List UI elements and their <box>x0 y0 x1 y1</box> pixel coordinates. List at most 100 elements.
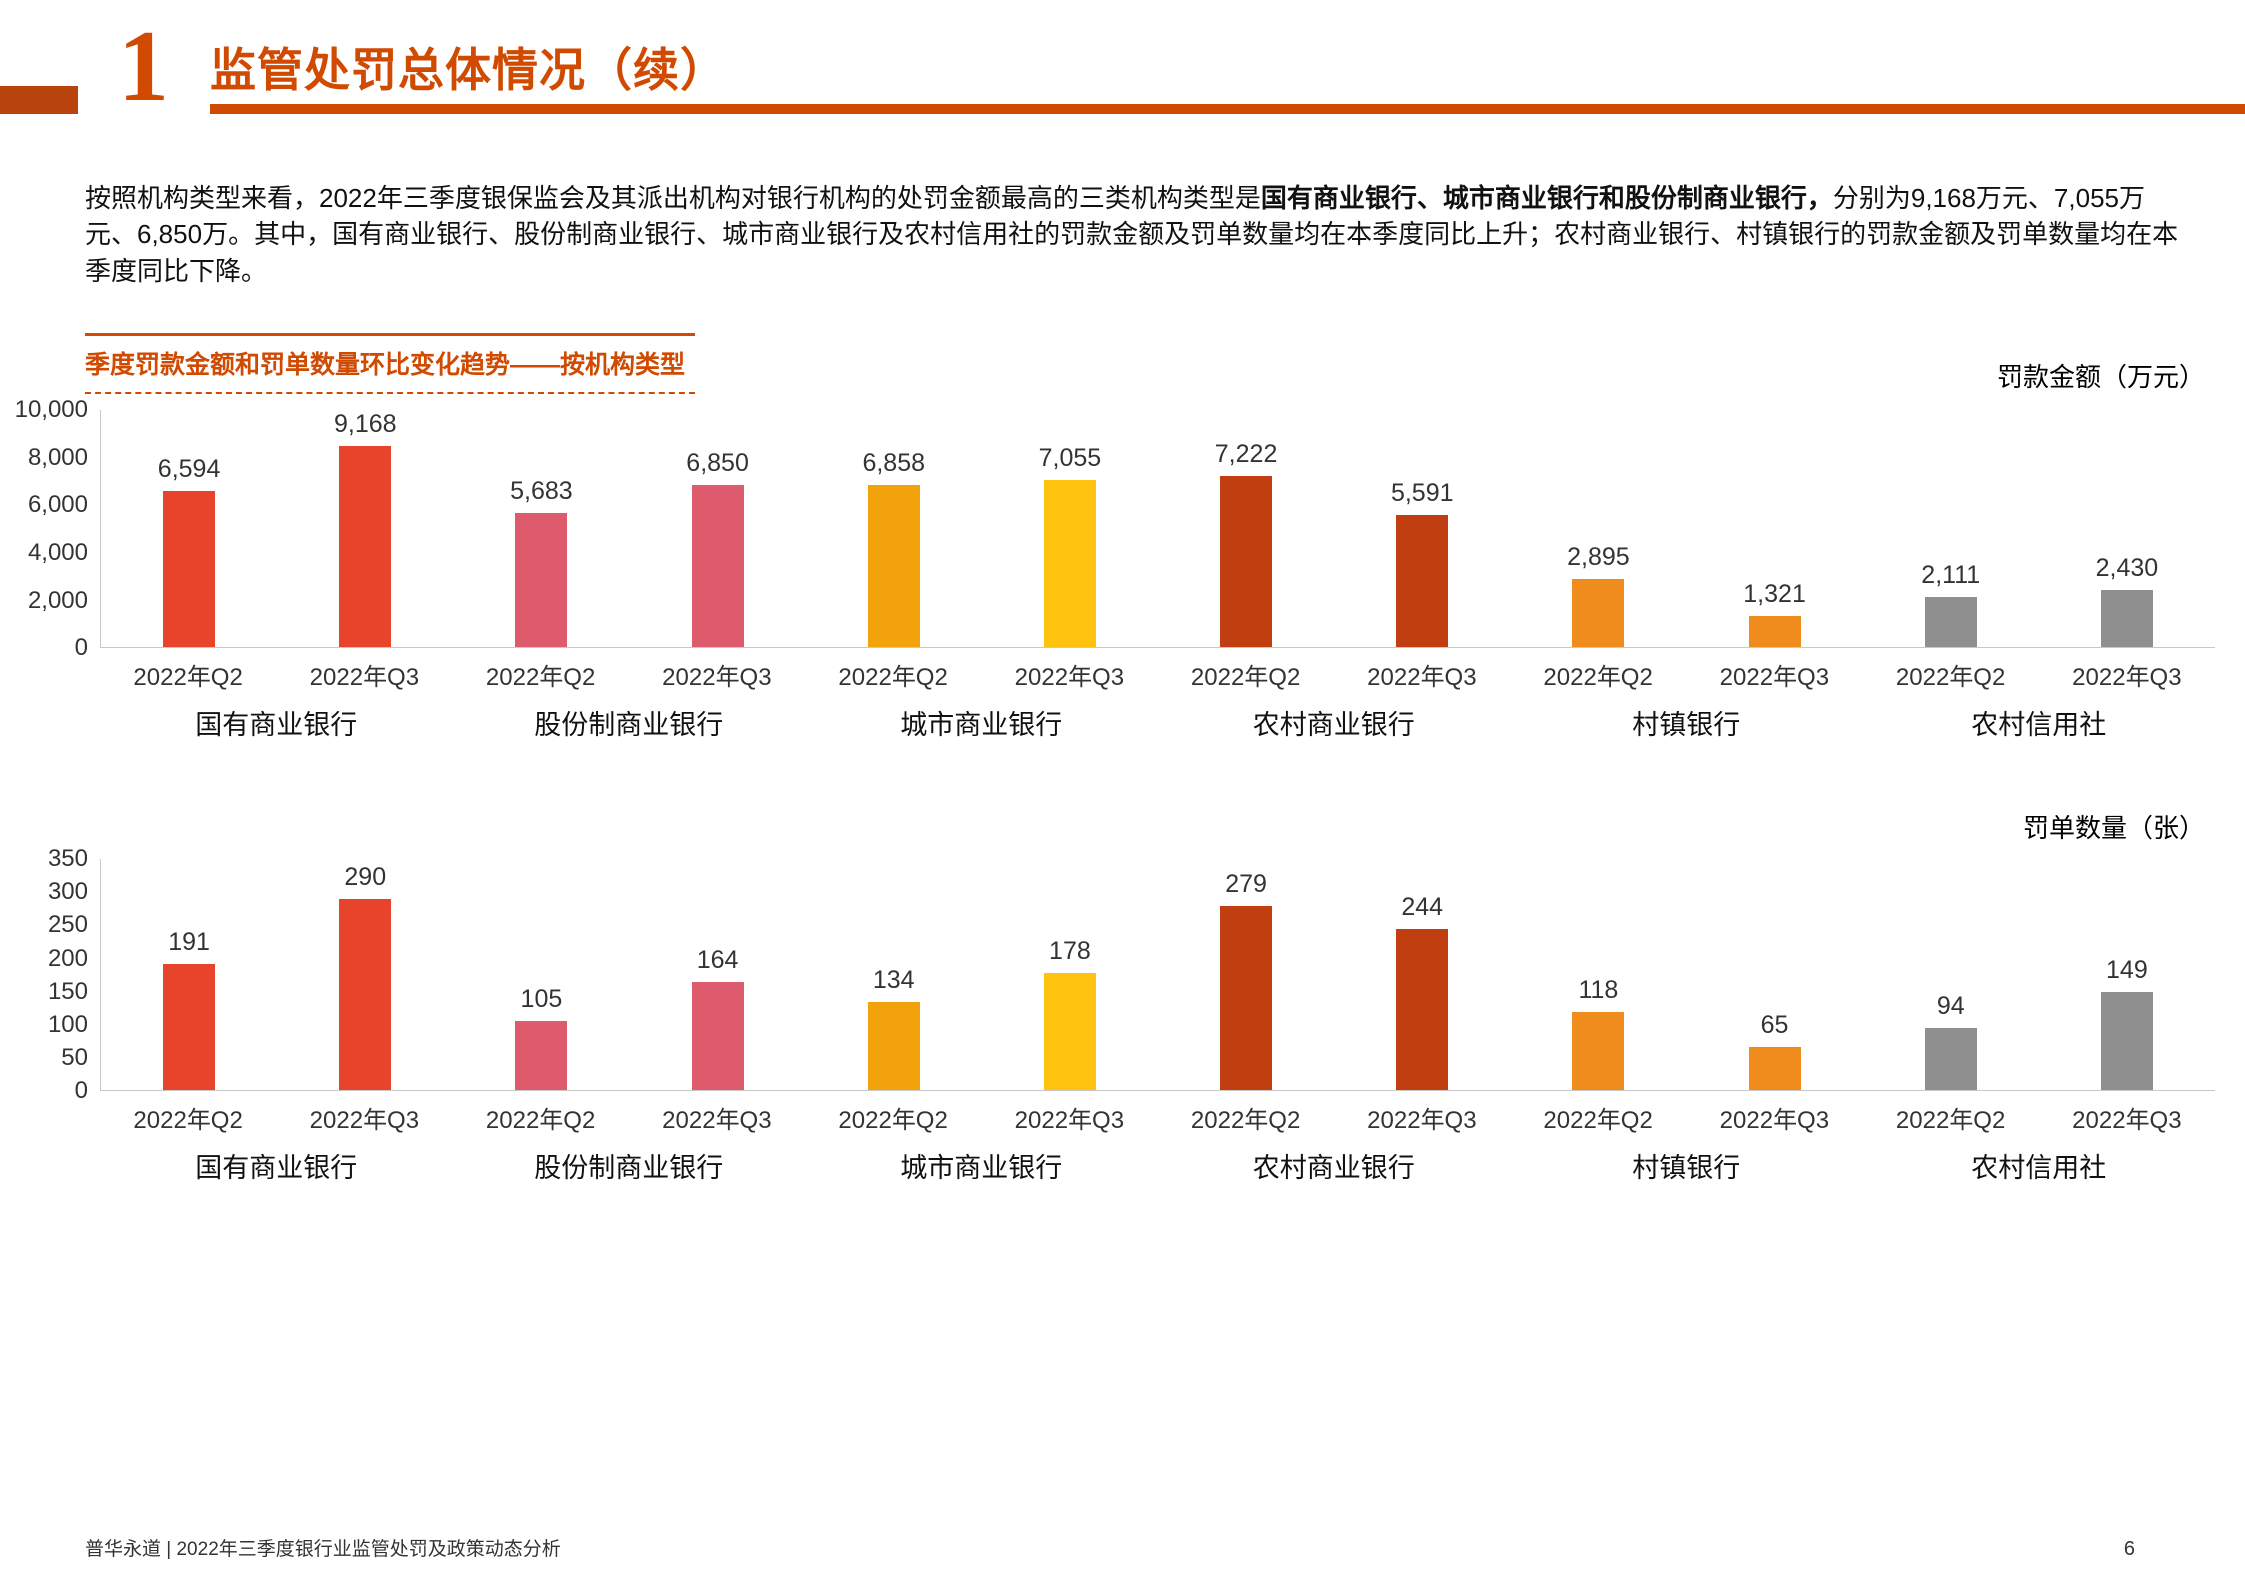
y-axis: 0 50 100 150 200 250 300 350 <box>20 845 100 1104</box>
bar-cell: 149 <box>2039 859 2215 1091</box>
bar-group: 6,594 9,168 <box>101 410 453 648</box>
x-tick-label: 2022年Q2 <box>1895 1107 2006 1135</box>
bar-value-label: 164 <box>696 945 739 974</box>
x-tick-label: 2022年Q2 <box>1190 664 1301 692</box>
x-label-group: 2022年Q2 2022年Q3 <box>100 1100 453 1135</box>
bar <box>1748 1047 1801 1091</box>
plot-area: 6,594 9,168 5,683 6,850 6,858 7,055 7,222 5,591… <box>100 410 2215 649</box>
x-tick-label: 2022年Q3 <box>1367 1107 1477 1135</box>
section-row: 季度罚款金额和罚单数量环比变化趋势——按机构类型 罚款金额（万元） <box>85 333 2205 395</box>
x-tick-label: 2022年Q2 <box>1543 1107 1653 1135</box>
x-axis-labels: 2022年Q2 2022年Q3 2022年Q2 2022年Q3 2022年Q2 2022年… <box>100 657 2215 692</box>
x-tick-label: 2022年Q3 <box>2072 1107 2182 1135</box>
bar-value-label: 2,895 <box>1567 542 1630 571</box>
penalty-amount-chart-body: 0 2,000 4,000 6,000 8,000 10,000 6,594 9,168 5,… <box>15 396 2245 742</box>
bar-value-label: 149 <box>2106 955 2148 984</box>
bar-value-label: 290 <box>344 862 387 891</box>
bar <box>691 981 744 1091</box>
bar <box>339 446 392 648</box>
bar-cell: 9,168 <box>277 410 453 648</box>
bar-cell: 290 <box>277 859 453 1091</box>
bar <box>1572 578 1625 648</box>
x-tick-label: 2022年Q3 <box>662 664 772 692</box>
y-tick-label: 300 <box>47 878 88 906</box>
x-tick-label: 2022年Q2 <box>133 664 243 692</box>
y-tick-label: 2,000 <box>27 586 88 614</box>
x-tick-label: 2022年Q3 <box>1014 1107 1125 1135</box>
bar <box>2100 991 2153 1091</box>
bar-value-label: 6,858 <box>862 448 926 477</box>
bar-group: 118 65 <box>1510 859 1862 1091</box>
intro-paragraph-segment: 按照机构类型来看，2022年三季度银保监会及其派出机构对银行机构的处罚金额最高的… <box>85 183 1261 213</box>
group-label: 国有商业银行 <box>195 710 358 741</box>
x-tick-label: 2022年Q2 <box>133 1107 243 1135</box>
penalty-amount-chart: 0 2,000 4,000 6,000 8,000 10,000 6,594 9,168 5,… <box>15 396 2245 742</box>
bar-value-label: 244 <box>1401 893 1444 922</box>
x-tick-label: 2022年Q3 <box>309 664 420 692</box>
bar-value-label: 279 <box>1225 870 1267 899</box>
bar-cell: 5,591 <box>1334 410 1510 648</box>
bar <box>1043 972 1096 1091</box>
bar <box>339 898 392 1091</box>
page-number: 6 <box>2123 1538 2135 1560</box>
bar-cell: 1,321 <box>1686 410 1862 648</box>
y-tick-label: 250 <box>47 911 88 939</box>
x-tick-label: 2022年Q2 <box>838 1107 948 1135</box>
bar <box>515 512 568 648</box>
y-tick-label: 200 <box>47 944 88 972</box>
bar-cell: 164 <box>630 859 806 1091</box>
x-tick-label: 2022年Q3 <box>2072 664 2182 692</box>
bar-group: 191 290 <box>101 859 453 1091</box>
x-tick-label: 2022年Q3 <box>1719 1107 1830 1135</box>
bar <box>691 484 744 648</box>
group-label: 国有商业银行 <box>195 1153 358 1184</box>
bar <box>2100 589 2153 648</box>
bar <box>1924 597 1977 648</box>
bar-cell: 7,055 <box>982 410 1158 648</box>
bar <box>1924 1028 1977 1091</box>
x-tick-label: 2022年Q3 <box>662 1107 772 1135</box>
x-tick-label: 2022年Q3 <box>1719 664 1830 692</box>
bar <box>867 1001 920 1091</box>
group-label: 农村商业银行 <box>1252 1153 1415 1184</box>
bar-cell: 279 <box>1158 859 1334 1091</box>
group-label: 城市商业银行 <box>900 710 1063 741</box>
x-label-group: 2022年Q2 2022年Q3 <box>1510 1100 1863 1135</box>
intro-paragraph: 按照机构类型来看，2022年三季度银保监会及其派出机构对银行机构的处罚金额最高的… <box>85 180 2185 289</box>
x-label-group: 2022年Q2 2022年Q3 <box>1158 1100 1511 1135</box>
bar-cell: 2,111 <box>1863 410 2039 648</box>
y-tick-label: 100 <box>47 1010 88 1038</box>
x-label-group: 2022年Q2 2022年Q3 <box>1158 657 1511 692</box>
bar-value-label: 9,168 <box>333 410 397 439</box>
bar-cell: 6,850 <box>630 410 806 648</box>
bar-value-label: 134 <box>872 965 915 994</box>
bar <box>867 484 920 648</box>
bar-value-label: 2,111 <box>1921 561 1981 590</box>
y-tick-label: 6,000 <box>27 491 88 519</box>
header-rule <box>210 104 2245 114</box>
group-label: 农村信用社 <box>1971 710 2107 741</box>
y-tick-label: 150 <box>47 977 88 1005</box>
bar-cell: 191 <box>101 859 277 1091</box>
x-label-group: 2022年Q2 2022年Q3 <box>453 657 806 692</box>
bar-group: 134 178 <box>806 859 1158 1091</box>
bar-group: 2,111 2,430 <box>1863 410 2215 648</box>
penalty-count-chart-body: 0 50 100 150 200 250 300 350 191 290 105 164 134 178… <box>20 845 2245 1185</box>
y-tick-label: 50 <box>61 1044 88 1072</box>
y-tick-label: 8,000 <box>27 443 88 471</box>
x-tick-label: 2022年Q3 <box>309 1107 420 1135</box>
bar-value-label: 191 <box>168 928 210 957</box>
bar <box>1396 514 1449 648</box>
bar-group: 5,683 6,850 <box>453 410 806 648</box>
section-number: 1 <box>118 10 169 123</box>
x-label-group: 2022年Q2 2022年Q3 <box>453 1100 806 1135</box>
bar-value-label: 6,850 <box>686 448 749 477</box>
chart-unit-label: 罚款金额（万元） <box>1996 362 2205 393</box>
bar-group: 7,222 5,591 <box>1158 410 1510 648</box>
header-accent-block <box>0 86 78 114</box>
bar-value-label: 1,321 <box>1743 579 1806 608</box>
header: 1 监管处罚总体情况（续） <box>0 0 2245 138</box>
section-label: 季度罚款金额和罚单数量环比变化趋势——按机构类型 <box>85 351 686 380</box>
bar-value-label: 5,683 <box>510 476 573 505</box>
